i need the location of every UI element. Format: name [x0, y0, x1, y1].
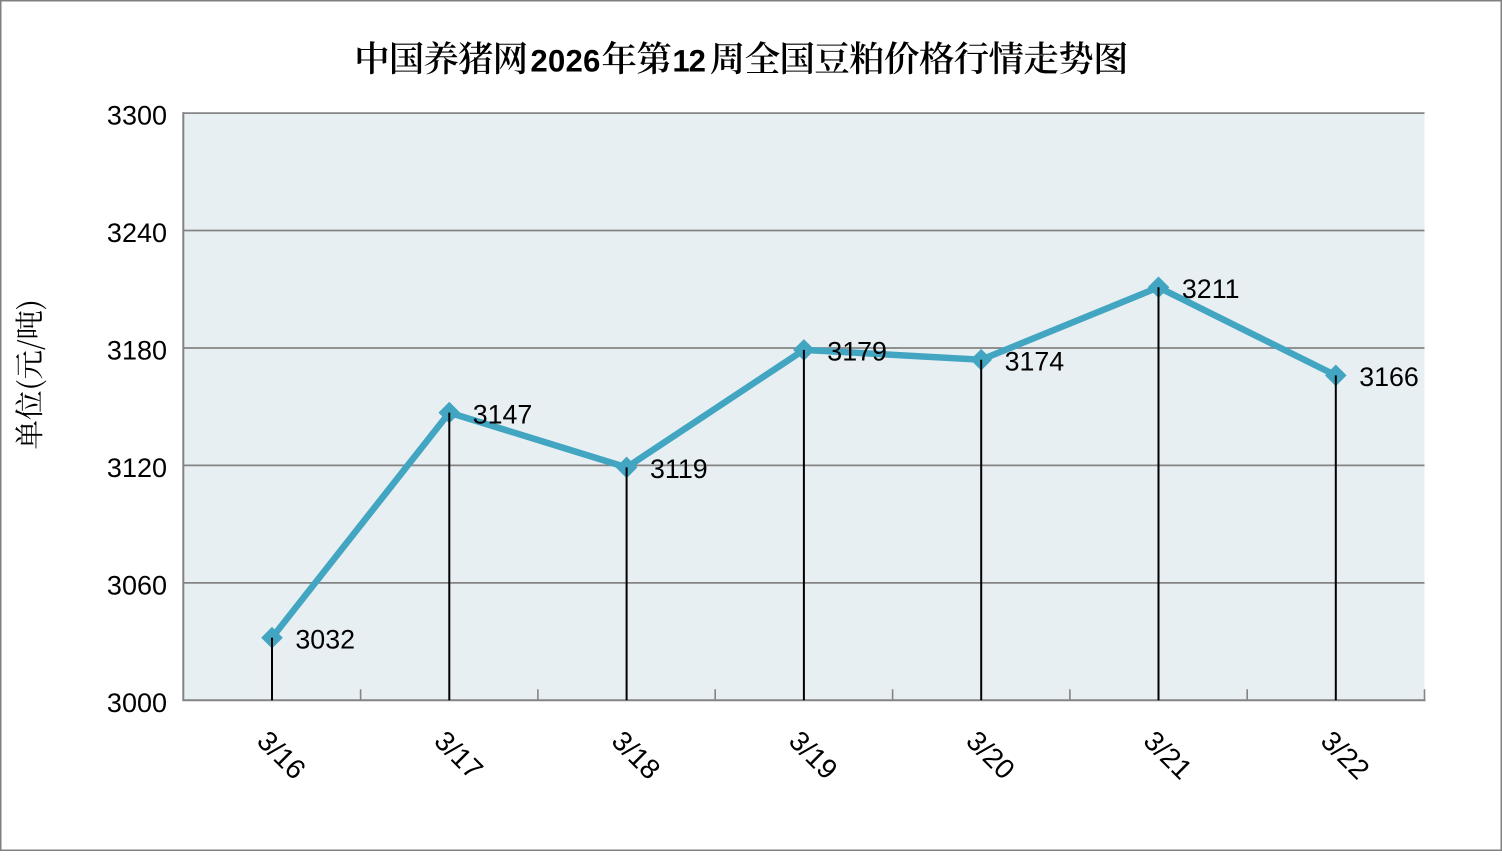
svg-text:3166: 3166: [1359, 362, 1419, 392]
svg-text:3119: 3119: [650, 454, 708, 484]
svg-text:3211: 3211: [1182, 274, 1240, 304]
svg-text:3180: 3180: [107, 336, 167, 366]
svg-text:3300: 3300: [107, 101, 167, 131]
svg-text:3179: 3179: [827, 337, 887, 367]
svg-text:3240: 3240: [107, 218, 167, 248]
svg-text:3060: 3060: [107, 570, 167, 600]
svg-text:3174: 3174: [1005, 346, 1065, 376]
svg-text:3000: 3000: [107, 688, 167, 718]
svg-text:3120: 3120: [107, 453, 167, 483]
svg-text:3032: 3032: [295, 624, 355, 654]
svg-text:3147: 3147: [473, 399, 533, 429]
